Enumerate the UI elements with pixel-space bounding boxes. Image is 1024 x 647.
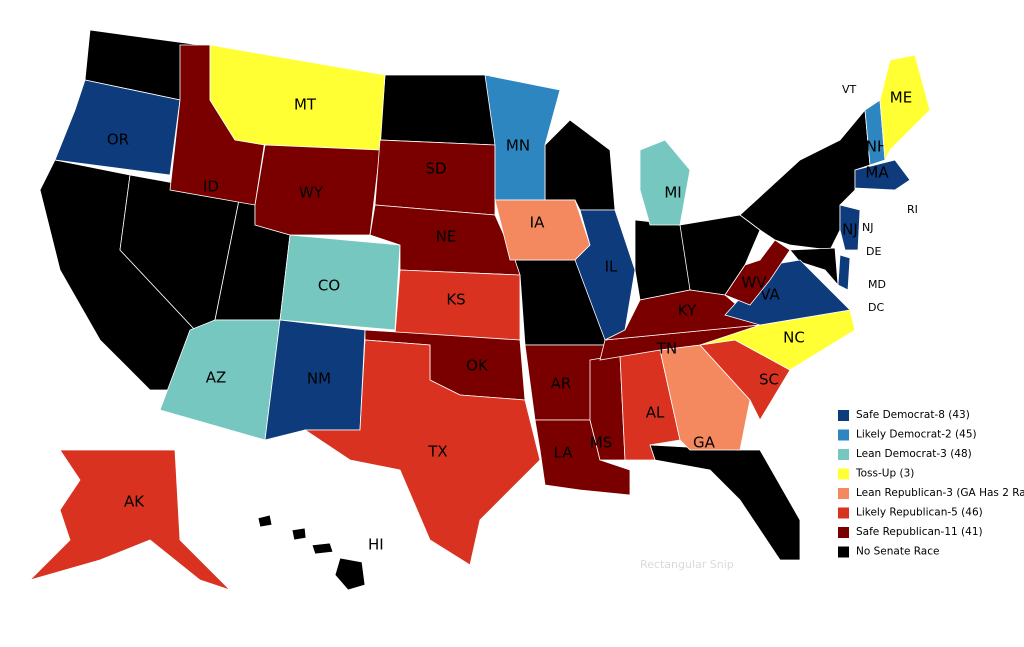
state-label: IL <box>605 258 618 276</box>
no-race-state <box>311 542 334 555</box>
state-shape <box>879 54 931 162</box>
state-label: ME <box>890 89 912 107</box>
state-label: KY <box>678 302 697 320</box>
legend-label: Toss-Up (3) <box>855 468 914 480</box>
legend-swatch <box>838 527 849 538</box>
state-shape <box>724 239 791 306</box>
state-label: MA <box>865 164 889 182</box>
state-label: AK <box>124 493 145 511</box>
legend-swatch <box>838 546 849 558</box>
state-label: OK <box>466 357 489 375</box>
state-label: MT <box>294 96 317 114</box>
state-label: WV <box>741 274 767 292</box>
watermark: Rectangular Snip <box>640 558 734 571</box>
state-label: ID <box>203 178 219 196</box>
state-label: NJ <box>842 221 858 239</box>
legend-swatch <box>838 410 849 421</box>
no-race-state <box>649 444 801 561</box>
state-label: AZ <box>206 369 227 387</box>
state-label: MN <box>506 137 530 155</box>
state-label: GA <box>693 434 716 452</box>
state-label: NH <box>866 138 889 156</box>
state-label: TN <box>656 340 677 358</box>
state-shape <box>159 319 281 441</box>
state-label: NE <box>436 228 457 246</box>
state-label: OR <box>107 131 129 149</box>
state-label: IA <box>530 214 545 232</box>
no-race-state <box>379 74 496 146</box>
legend-swatch <box>838 449 849 460</box>
no-race-state <box>257 514 273 528</box>
callout-label: RI <box>907 203 918 216</box>
legend-label: Lean Republican-3 (GA Has 2 Races)(49) <box>856 487 1024 499</box>
state-shape <box>854 159 911 191</box>
state-label: SC <box>759 371 779 389</box>
no-race-state <box>544 119 616 211</box>
legend-swatch <box>838 468 849 480</box>
legend-label: Safe Republican-11 (41) <box>856 526 983 538</box>
delaware-shape <box>837 254 851 291</box>
state-label: TX <box>427 443 447 461</box>
callout-label: DC <box>868 301 884 314</box>
legend-label: Lean Democrat-3 (48) <box>856 448 972 460</box>
state-shape <box>374 139 496 216</box>
state-label: NC <box>783 329 805 347</box>
state-label: MS <box>590 434 612 452</box>
state-label: LA <box>554 444 574 462</box>
state-label: AR <box>551 375 572 393</box>
callout-label: VT <box>842 83 857 96</box>
state-shape <box>639 139 691 226</box>
legend-label: Likely Republican-5 (46) <box>856 507 983 519</box>
state-label: CO <box>318 277 340 295</box>
state-label: MI <box>664 184 681 202</box>
no-race-state <box>334 557 366 591</box>
legend-label: No Senate Race <box>856 546 939 558</box>
state-shape <box>28 449 231 591</box>
no-race-state <box>291 527 307 541</box>
legend-swatch <box>838 429 849 441</box>
state-label: KS <box>446 291 465 309</box>
state-label: SD <box>425 160 446 178</box>
no-race-state <box>739 109 871 251</box>
callout-label: NJ <box>862 221 873 234</box>
legend-swatch <box>838 488 849 499</box>
state-label: WY <box>299 184 324 202</box>
legend-label: Safe Democrat-8 (43) <box>856 409 970 421</box>
state-label: NM <box>307 370 331 388</box>
state-label: VA <box>760 286 780 304</box>
legend-swatch <box>838 507 849 519</box>
state-shape <box>839 204 861 251</box>
state-label: AL <box>646 404 665 422</box>
state-shape <box>303 339 541 566</box>
state-shape <box>54 79 181 176</box>
legend-label: Likely Democrat-2 (45) <box>856 429 977 441</box>
callout-label: MD <box>868 278 886 291</box>
callout-label: DE <box>866 245 881 258</box>
callout-label: HI <box>368 536 384 554</box>
